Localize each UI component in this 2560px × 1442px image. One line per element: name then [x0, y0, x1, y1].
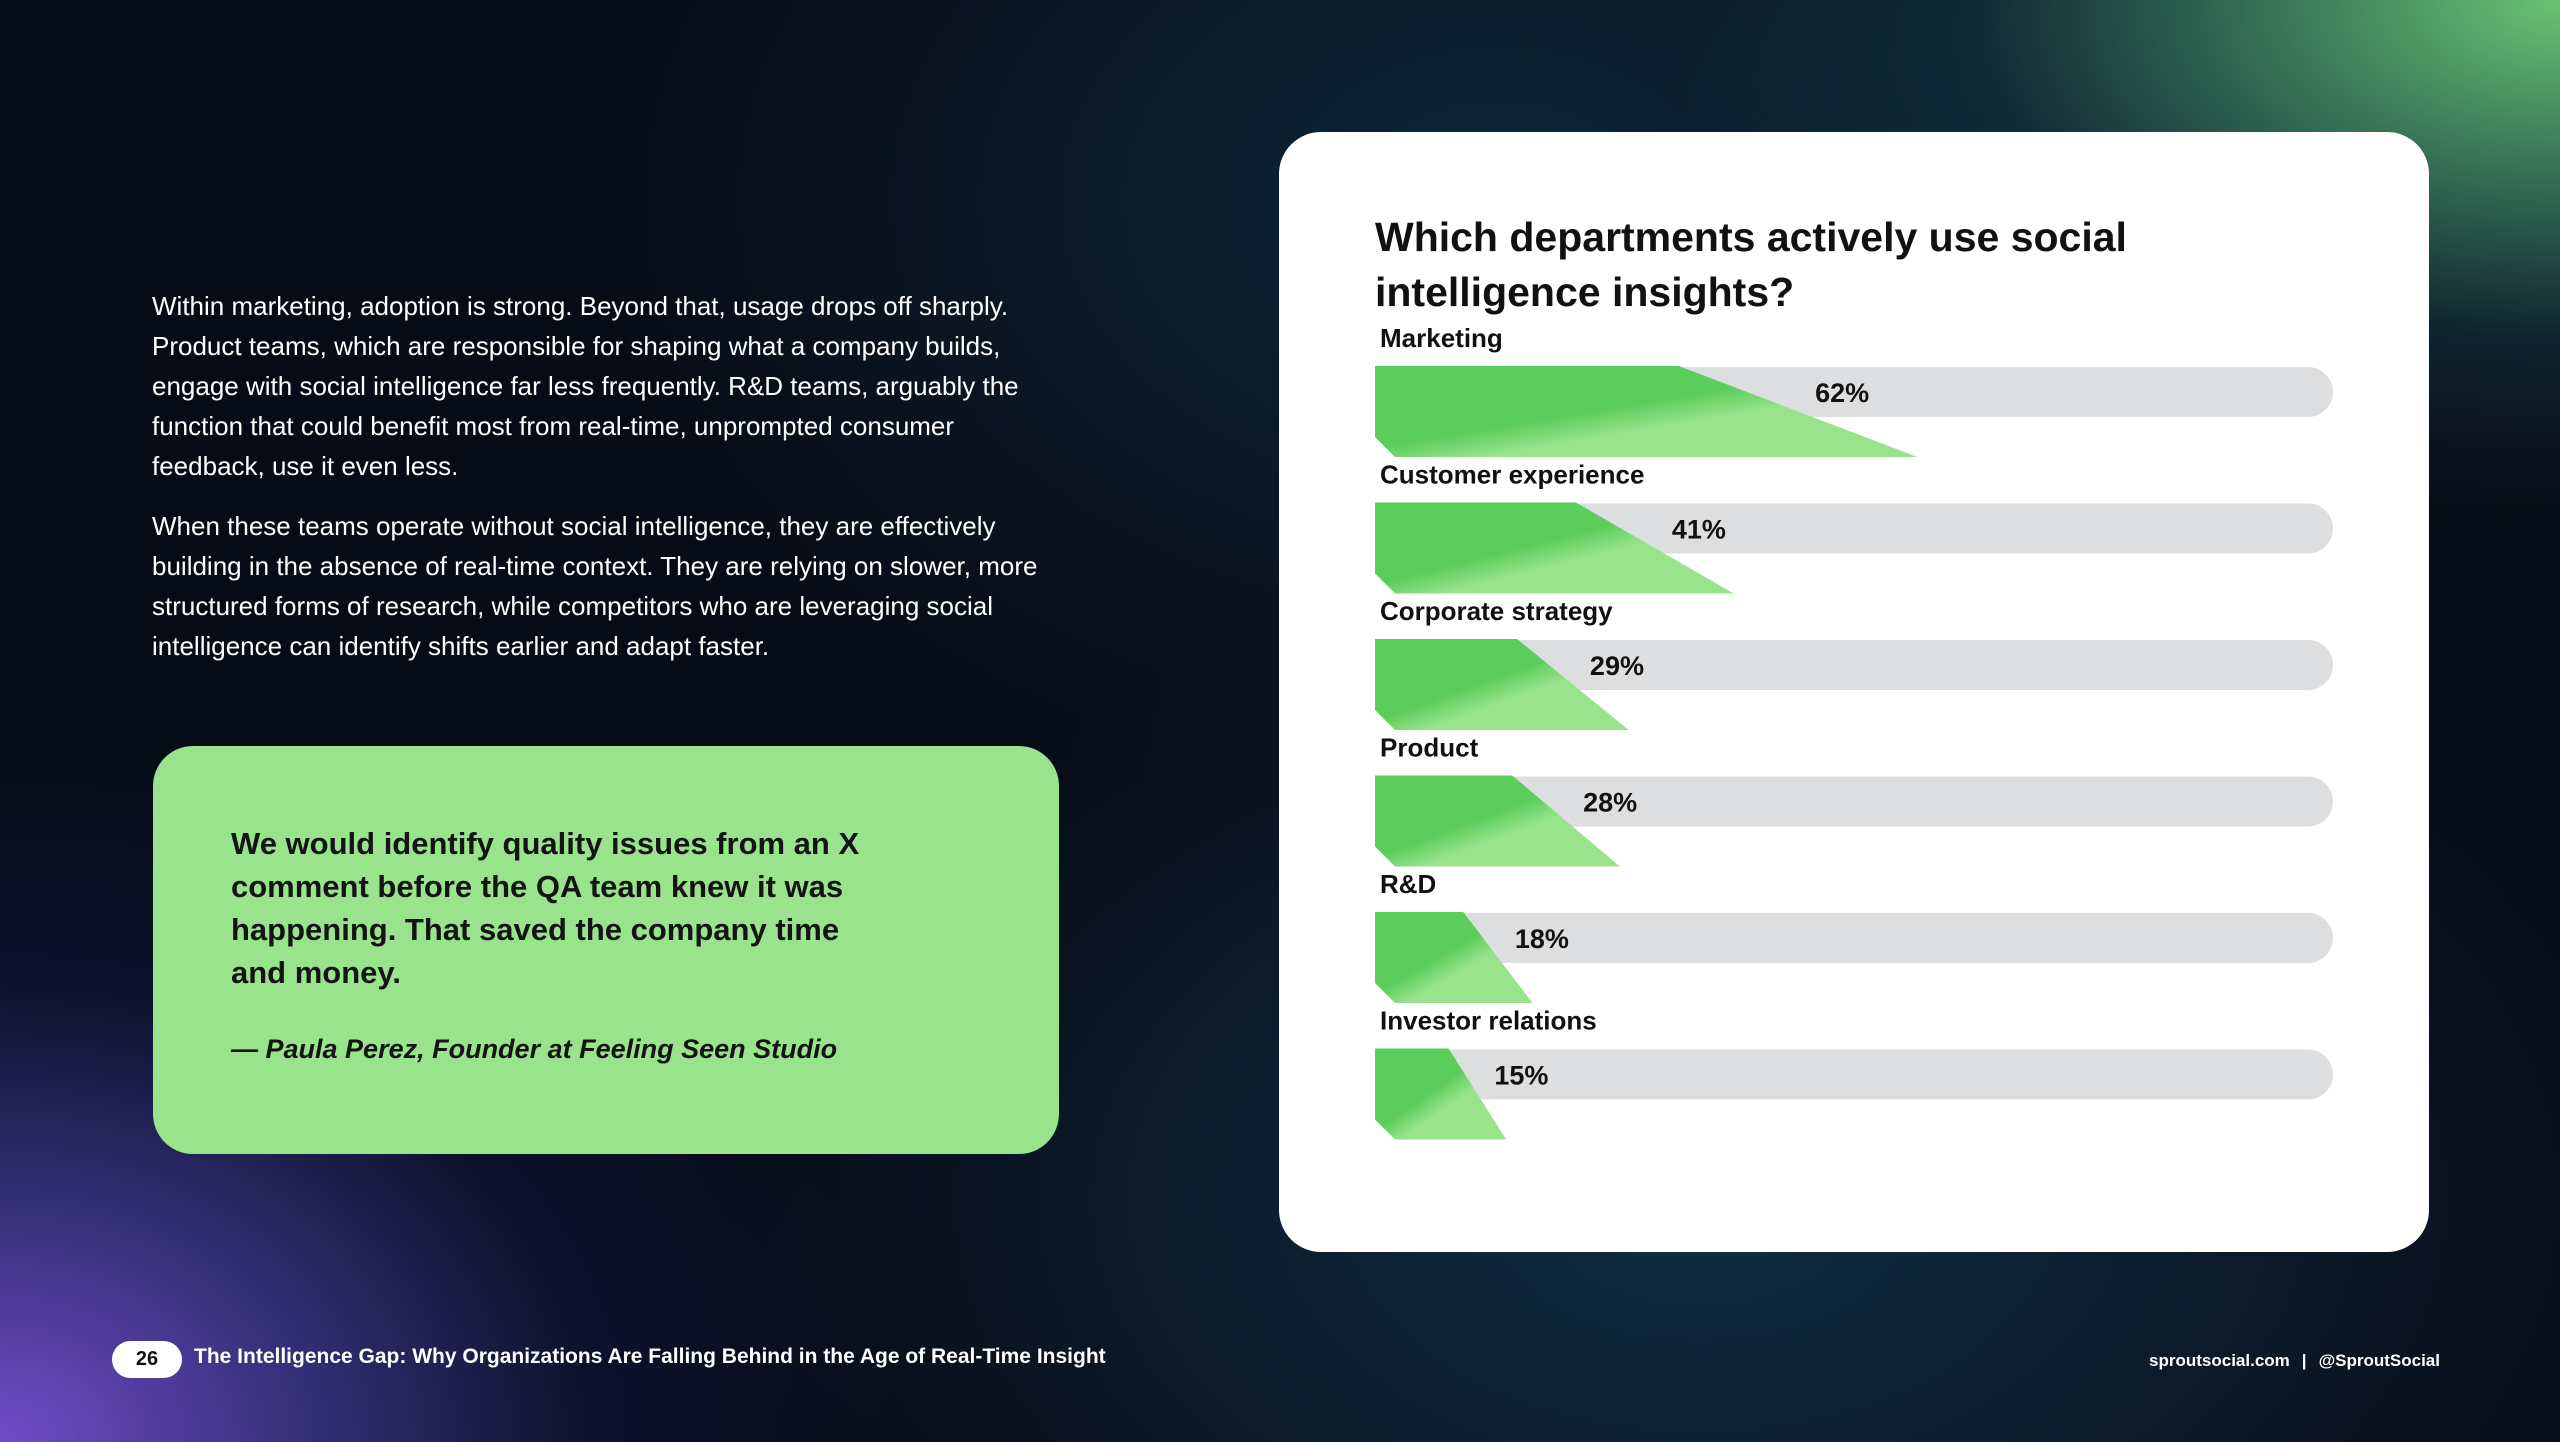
bar-row-corporate-strategy: Corporate strategy 29% [1375, 596, 2333, 730]
chart-title: Which departments actively use social in… [1375, 214, 2127, 315]
bar-row-investor-relations: Investor relations 15% [1375, 1006, 2333, 1140]
category-label: Customer experience [1380, 460, 1644, 490]
value-label: 29% [1590, 651, 1644, 681]
bar-track [1380, 1049, 2333, 1100]
bar-track [1380, 640, 2333, 690]
bar-investor-relations [1375, 1048, 1507, 1140]
bar-row-product: Product 28% [1375, 733, 2333, 867]
bar-corporate-strategy [1375, 639, 1629, 730]
bar-product [1375, 775, 1620, 867]
intro-paragraph: Within marketing, adoption is strong. Be… [152, 291, 1019, 481]
value-label: 18% [1515, 924, 1569, 954]
bar-row-marketing: Marketing 62% [1375, 323, 2333, 457]
category-label: Investor relations [1380, 1006, 1597, 1036]
footer-links: sproutsocial.com | @SproutSocial [2149, 1351, 2440, 1371]
bar-row-customer-experience: Customer experience 41% [1375, 460, 2333, 594]
social-handle-link[interactable]: @SproutSocial [2318, 1351, 2440, 1370]
category-label: R&D [1380, 869, 1436, 899]
bar-track [1380, 776, 2333, 827]
quote-author: — Paula Perez, Founder at Feeling Seen S… [231, 1034, 838, 1064]
bar-customer-experience [1375, 502, 1734, 594]
bar-row-randd: R&D 18% [1375, 869, 2333, 1003]
category-label: Product [1380, 733, 1479, 763]
value-label: 15% [1494, 1061, 1548, 1091]
chart-card: Which departments actively use social in… [1279, 132, 2429, 1252]
category-label: Corporate strategy [1380, 596, 1613, 626]
bar-marketing [1375, 366, 1918, 457]
footer-report-title: The Intelligence Gap: Why Organizations … [194, 1345, 1106, 1368]
department-usage-chart: Marketing 62% Customer experience 41% Corpor… [1375, 323, 2333, 1140]
bar-randd [1375, 912, 1533, 1003]
website-link[interactable]: sproutsocial.com [2149, 1351, 2290, 1370]
page-number-badge: 26 [112, 1341, 182, 1378]
footer-separator: | [2301, 1351, 2307, 1370]
value-label: 62% [1815, 378, 1869, 408]
quote-card: We would identify quality issues from an… [153, 746, 1059, 1154]
quote-text: We would identify quality issues from an… [231, 826, 860, 990]
value-label: 28% [1583, 788, 1637, 818]
value-label: 41% [1672, 515, 1726, 545]
bar-track [1380, 913, 2333, 963]
context-paragraph: When these teams operate without social … [152, 511, 1038, 661]
category-label: Marketing [1380, 323, 1503, 353]
